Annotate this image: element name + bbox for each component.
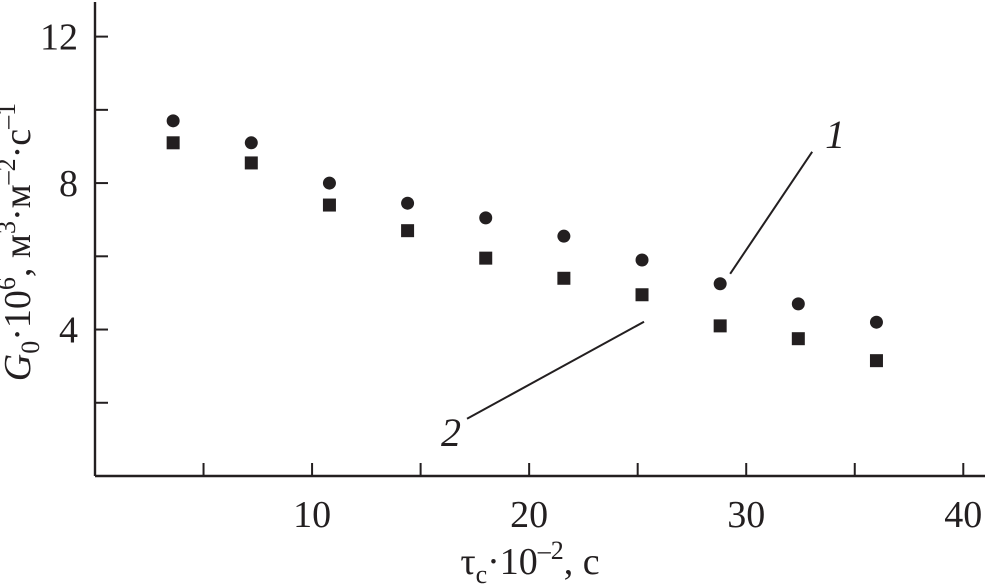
- x-label-sup: –2: [537, 536, 564, 565]
- x-tick-label-30: 30: [727, 494, 765, 536]
- y-label-part3: ·м: [0, 184, 39, 221]
- x-axis-label: τc·10–2, с: [460, 536, 599, 586]
- y-label-part2: , м: [0, 234, 39, 277]
- x-ticks: 10 20 30 40: [202, 463, 982, 536]
- y-label-sup2: 3: [0, 221, 21, 234]
- series-2-point: [322, 198, 336, 212]
- series-2-point: [401, 224, 415, 238]
- series-1-point: [166, 114, 180, 128]
- y-tick-label-8: 8: [59, 163, 78, 205]
- series-2-point: [635, 288, 649, 302]
- series-2-point: [713, 319, 727, 333]
- series-2-label: 2: [441, 410, 461, 455]
- x-label-mid: ·10: [487, 541, 538, 583]
- series-1-point: [635, 253, 649, 267]
- y-label-sup3: –2: [0, 158, 21, 185]
- series-1-point: [322, 176, 336, 190]
- series-1-leader-line: [729, 151, 814, 275]
- series-1-point: [244, 136, 258, 150]
- series-1-point: [791, 297, 805, 311]
- x-label-tail: , с: [564, 541, 600, 583]
- series-2-point: [791, 332, 805, 346]
- series-1-label: 1: [825, 112, 845, 157]
- y-tick-label-4: 4: [59, 310, 78, 352]
- y-label-sup4: –1: [0, 103, 21, 130]
- y-label-part4: ·с: [0, 129, 39, 159]
- series-1-point: [401, 196, 415, 210]
- y-label-part1: ·10: [0, 290, 39, 341]
- series-1-point: [869, 315, 883, 329]
- y-axis-label: G0·106, м3·м–2·с–1: [0, 103, 45, 381]
- x-label-sub: c: [476, 560, 488, 586]
- x-tick-label-40: 40: [944, 494, 982, 536]
- y-label-sub: 0: [16, 341, 45, 354]
- series-2-leader-line: [466, 320, 645, 420]
- series-2-point: [557, 271, 571, 285]
- x-tick-label-20: 20: [510, 494, 548, 536]
- x-tick-label-10: 10: [293, 494, 331, 536]
- y-ticks: 4 8 12: [40, 17, 108, 404]
- y-label-sup1: 6: [0, 277, 21, 290]
- series-2-point: [869, 354, 883, 368]
- x-label-base: τ: [460, 541, 475, 583]
- series-2-point: [479, 251, 493, 265]
- series-1-point: [479, 211, 493, 225]
- series-1-point: [557, 229, 571, 243]
- y-label-base: G: [0, 354, 39, 381]
- series-1-point: [713, 277, 727, 291]
- series-2-point: [244, 156, 258, 170]
- data-points: [166, 114, 883, 368]
- series-2-point: [166, 136, 180, 150]
- y-tick-label-12: 12: [40, 17, 78, 59]
